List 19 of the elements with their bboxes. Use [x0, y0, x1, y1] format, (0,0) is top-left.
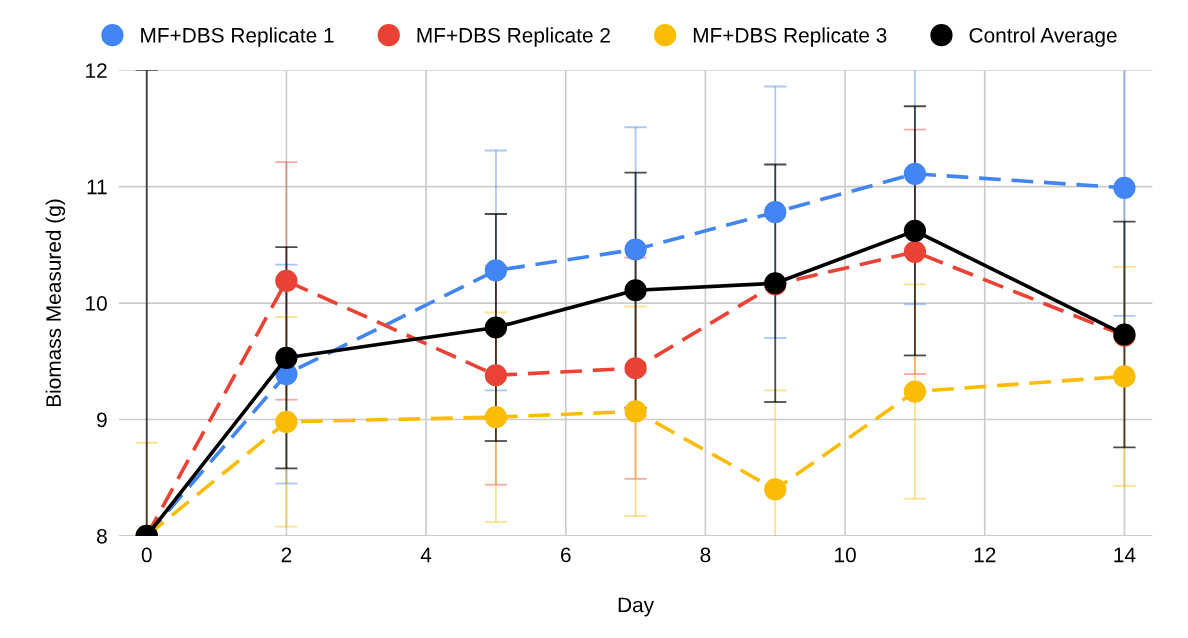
y-tick-label: 12: [86, 63, 107, 78]
x-tick-label: 2: [281, 547, 292, 563]
legend-label: MF+DBS Replicate 1: [141, 27, 334, 47]
legend-label: MF+DBS Replicate 2: [417, 27, 610, 47]
y-tick-label: 10: [86, 296, 107, 311]
x-tick-label: 10: [835, 547, 856, 563]
x-axis-title: Day: [618, 597, 655, 617]
legend-label: MF+DBS Replicate 3: [693, 27, 887, 47]
y-tick-label: 8: [97, 528, 107, 544]
x-tick-label: 6: [561, 547, 571, 563]
y-tick-label: 11: [87, 179, 107, 195]
x-tick-label: 8: [700, 547, 711, 563]
legend-label: Control Average: [969, 27, 1117, 47]
x-tick-label: 12: [974, 547, 996, 563]
y-axis-title: Biomass Measured (g): [45, 199, 66, 407]
y-tick-label: 9: [97, 412, 107, 428]
x-tick-label: 14: [1114, 547, 1136, 563]
x-tick-label: 0: [141, 547, 152, 563]
x-tick-label: 4: [420, 547, 432, 563]
